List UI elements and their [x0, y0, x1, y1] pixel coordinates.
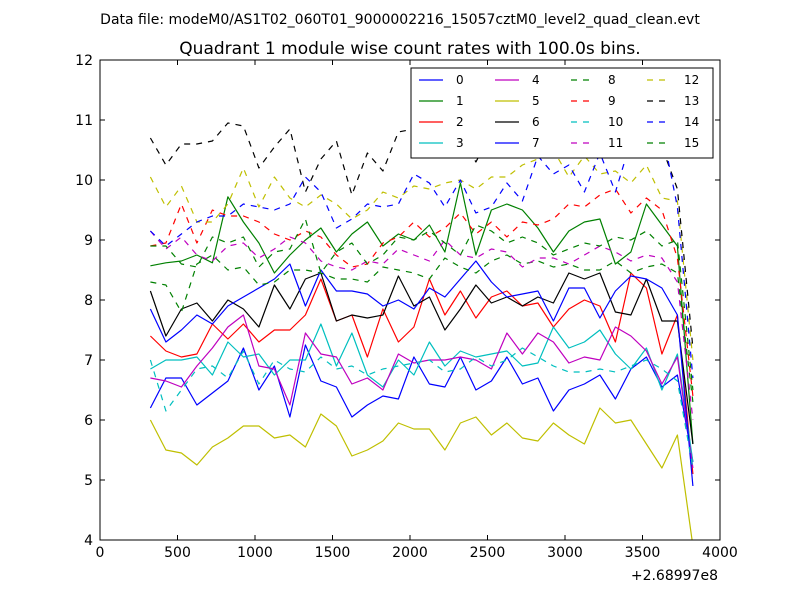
x-tick-label: 3500	[625, 545, 661, 561]
y-tick-label: 5	[84, 473, 93, 489]
series-line-7	[149, 260, 694, 487]
legend-label-0: 0	[456, 73, 464, 87]
legend-label-10: 10	[608, 115, 623, 129]
y-tick-label: 4	[84, 533, 93, 549]
x-tick-label: 1500	[315, 545, 351, 561]
y-tick-label: 9	[84, 233, 93, 249]
legend-label-13: 13	[684, 94, 699, 108]
legend-label-12: 12	[684, 73, 699, 87]
legend-label-1: 1	[456, 94, 464, 108]
y-tick-label: 7	[84, 353, 93, 369]
series-line-11	[149, 230, 694, 421]
x-tick-label: 1000	[237, 545, 273, 561]
legend-label-5: 5	[532, 94, 540, 108]
legend-label-3: 3	[456, 136, 464, 150]
series-line-6	[149, 272, 694, 445]
legend-label-7: 7	[532, 136, 540, 150]
y-tick-label: 10	[75, 173, 93, 189]
x-tick-label: 500	[164, 545, 191, 561]
legend-label-15: 15	[684, 136, 699, 150]
legend-label-4: 4	[532, 73, 540, 87]
y-tick-label: 12	[75, 53, 93, 69]
series-line-12	[149, 149, 694, 361]
y-tick-label: 6	[84, 413, 93, 429]
legend-label-11: 11	[608, 136, 623, 150]
series-line-10	[149, 347, 694, 469]
legend-label-14: 14	[684, 115, 699, 129]
y-tick-label: 8	[84, 293, 93, 309]
series-line-5	[149, 407, 693, 540]
series-line-1	[150, 182, 694, 445]
x-tick-label: 3000	[547, 545, 583, 561]
series-line-9	[150, 188, 694, 397]
axes: 0 500 1000 1500 2000 2500 3000 3500 400045678910…	[75, 53, 738, 561]
plot-area	[149, 116, 694, 540]
x-tick-label: 4000	[702, 545, 738, 561]
series-line-0	[149, 344, 694, 463]
x-axis-offset-label: +2.68997e8	[631, 568, 718, 584]
legend-label-8: 8	[608, 73, 616, 87]
series-line-8	[150, 254, 694, 403]
series-line-14	[149, 128, 694, 379]
y-tick-label: 11	[75, 113, 93, 129]
x-tick-label: 2500	[470, 545, 506, 561]
legend-label-9: 9	[608, 94, 616, 108]
series-line-3	[150, 323, 694, 463]
chart-title: Quadrant 1 module wise count rates with …	[179, 39, 640, 59]
legend-label-2: 2	[456, 115, 464, 129]
x-tick-label: 0	[96, 545, 105, 561]
x-tick-label: 2000	[392, 545, 428, 561]
chart-suptitle: Data file: modeM0/AS1T02_060T01_90000022…	[100, 12, 700, 28]
series-line-4	[150, 314, 694, 469]
series-line-2	[149, 272, 694, 475]
legend-label-6: 6	[532, 115, 540, 129]
